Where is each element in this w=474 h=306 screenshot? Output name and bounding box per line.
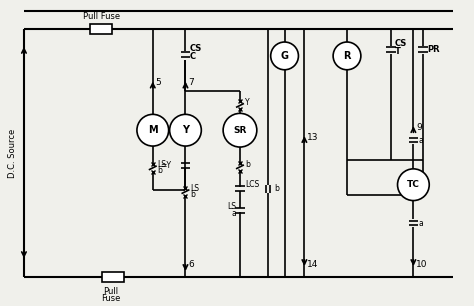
Circle shape — [223, 113, 257, 147]
Text: D.C. Source: D.C. Source — [8, 129, 17, 177]
Text: SR: SR — [233, 126, 246, 135]
Text: 10: 10 — [416, 260, 428, 270]
Text: T: T — [394, 47, 401, 56]
Text: LS: LS — [158, 160, 167, 170]
Circle shape — [137, 114, 169, 146]
Circle shape — [271, 42, 299, 70]
Text: CS: CS — [190, 44, 201, 54]
Text: LS: LS — [227, 202, 236, 211]
Text: 13: 13 — [307, 132, 319, 142]
Bar — [91, 24, 112, 34]
Text: Fuse: Fuse — [101, 294, 121, 303]
Text: Pull Fuse: Pull Fuse — [82, 12, 120, 21]
Text: G: G — [281, 51, 289, 61]
Circle shape — [170, 114, 201, 146]
Text: CS: CS — [394, 39, 407, 47]
Circle shape — [398, 169, 429, 200]
Text: Y: Y — [245, 98, 249, 107]
Text: 6: 6 — [189, 260, 194, 270]
Text: Y: Y — [182, 125, 189, 135]
Text: C: C — [190, 52, 196, 62]
Text: TC: TC — [407, 180, 420, 189]
Text: R: R — [343, 51, 351, 61]
Text: a: a — [419, 219, 423, 228]
Text: 9: 9 — [416, 123, 422, 132]
Text: a: a — [419, 136, 423, 145]
Text: a: a — [231, 209, 236, 218]
Circle shape — [333, 42, 361, 70]
Text: b: b — [158, 166, 163, 175]
Text: PR: PR — [427, 46, 440, 54]
Text: b: b — [191, 190, 195, 199]
Bar — [102, 272, 124, 282]
Text: Pull: Pull — [104, 287, 118, 296]
Text: LCS: LCS — [245, 180, 259, 189]
Text: b: b — [245, 160, 250, 170]
Text: =Y: =Y — [161, 161, 172, 170]
Text: LS: LS — [191, 184, 200, 193]
Text: 5: 5 — [156, 78, 162, 87]
Text: 7: 7 — [189, 78, 194, 87]
Text: b: b — [274, 184, 280, 193]
Text: 14: 14 — [307, 260, 319, 270]
Text: M: M — [148, 125, 157, 135]
